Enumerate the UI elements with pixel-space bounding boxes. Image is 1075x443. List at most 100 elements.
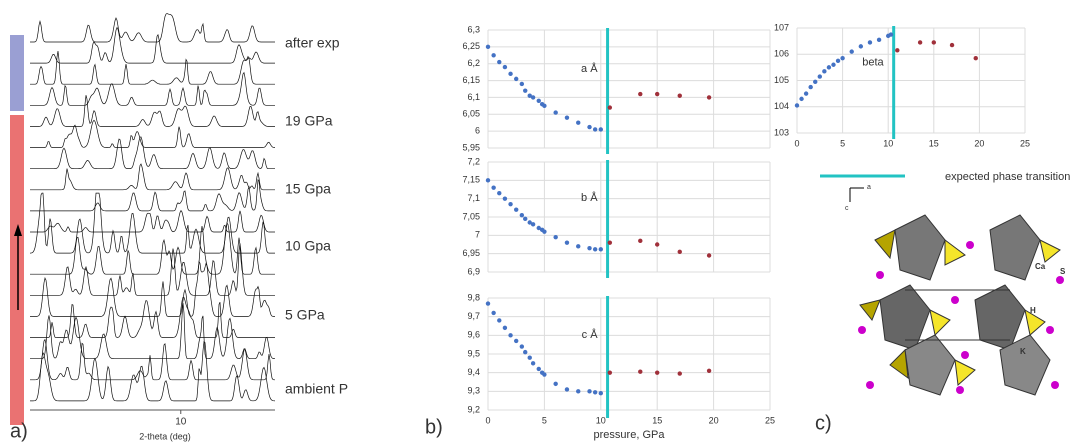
point: [519, 212, 525, 218]
point: [706, 253, 712, 258]
point: [888, 32, 894, 37]
point: [491, 185, 496, 190]
x-axis-label: pressure, GPa: [594, 429, 666, 441]
x-tick-label: 15: [652, 415, 662, 425]
annotation: beta: [862, 57, 884, 69]
point: [931, 40, 936, 45]
point: [502, 64, 508, 70]
point: [587, 389, 592, 394]
point: [514, 207, 519, 212]
panel-label: c): [815, 412, 832, 434]
point: [542, 103, 547, 109]
point: [638, 91, 643, 97]
point: [607, 105, 613, 110]
pattern-trace: [30, 51, 275, 85]
point: [587, 245, 592, 251]
point: [592, 390, 598, 395]
y-tick-label: 5,95: [462, 142, 480, 152]
point: [536, 98, 541, 104]
point: [607, 370, 613, 375]
y-tick-label: 6,3: [467, 24, 480, 34]
panel-label: a): [10, 420, 28, 442]
point: [527, 93, 532, 98]
y-tick-label: 107: [774, 22, 789, 32]
atom-label: K: [1020, 347, 1026, 356]
point: [491, 53, 496, 58]
point: [849, 49, 854, 54]
point: [553, 234, 558, 240]
point: [497, 318, 502, 323]
point: [523, 349, 528, 355]
point: [519, 81, 525, 87]
point: [514, 338, 519, 344]
point: [508, 333, 513, 338]
pattern-trace: [30, 222, 275, 275]
point: [677, 93, 682, 98]
point: [502, 325, 508, 331]
pattern-trace: [30, 296, 275, 338]
pattern-trace: [29, 192, 275, 254]
point: [803, 91, 809, 96]
point: [973, 55, 978, 61]
point: [677, 249, 682, 255]
y-tick-label: 103: [774, 127, 789, 137]
y-tick-label: 6,2: [467, 58, 480, 68]
point: [530, 95, 536, 100]
pattern-trace: [30, 95, 275, 127]
point: [840, 55, 845, 61]
point: [607, 240, 613, 245]
point: [917, 40, 923, 45]
pattern-trace: [30, 136, 275, 170]
point: [564, 240, 570, 245]
y-tick-label: 104: [774, 101, 789, 111]
axis-a: a: [867, 184, 871, 191]
point: [808, 84, 813, 90]
annotation: c Å: [582, 328, 599, 341]
point: [876, 37, 882, 43]
annotation: b Å: [581, 191, 598, 204]
x-tick-label: 10: [175, 417, 187, 428]
point: [706, 95, 712, 100]
point: [598, 127, 603, 132]
point: [527, 220, 532, 225]
pattern-label: 5 GPa: [285, 307, 325, 323]
atom-label: H: [1030, 306, 1036, 315]
point: [576, 389, 581, 394]
point: [527, 355, 532, 360]
y-tick-label: 9,5: [467, 348, 480, 358]
x-tick-label: 0: [794, 138, 799, 148]
y-tick-label: 6,95: [462, 248, 480, 258]
y-tick-label: 6,05: [462, 109, 480, 119]
point: [542, 372, 547, 377]
point: [949, 42, 955, 48]
arrow-head: [14, 224, 22, 236]
point: [794, 103, 800, 108]
y-tick-label: 6,9: [467, 266, 480, 276]
point: [491, 310, 496, 316]
point: [497, 190, 502, 196]
point: [553, 110, 558, 115]
point: [895, 48, 900, 53]
pattern-trace: [30, 119, 275, 148]
point: [817, 74, 822, 79]
y-tick-label: 6,15: [462, 75, 480, 85]
pattern-trace: [30, 338, 275, 381]
point: [536, 366, 541, 372]
point: [576, 244, 581, 249]
pattern-trace: [30, 13, 275, 43]
x-tick-label: 10: [883, 138, 893, 148]
point: [655, 242, 660, 247]
point: [598, 247, 603, 252]
pattern-label: 10 Gpa: [285, 238, 331, 254]
y-tick-label: 7,1: [467, 193, 480, 203]
point: [530, 361, 536, 366]
point: [502, 196, 508, 201]
x-tick-label: 10: [596, 415, 606, 425]
annotation: a Å: [581, 62, 598, 75]
y-tick-label: 9,2: [467, 404, 480, 414]
pattern-label: ambient P: [285, 381, 348, 397]
y-tick-label: 9,4: [467, 367, 480, 377]
pattern-trace: [30, 340, 276, 402]
y-tick-label: 7,05: [462, 211, 480, 221]
bar-pressure: [10, 115, 24, 425]
